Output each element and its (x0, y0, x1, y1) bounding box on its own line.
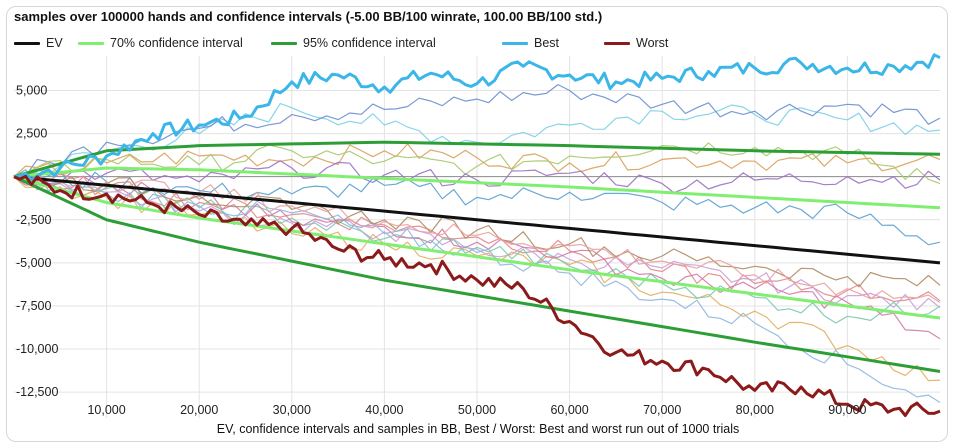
y-tick-label: -2,500 (16, 213, 51, 227)
ci70-lower-line (13, 175, 941, 320)
legend-swatch-70-ci (78, 41, 104, 45)
x-axis-caption: EV, confidence intervals and samples in … (216, 422, 740, 436)
y-tick-label: -12,500 (16, 385, 58, 399)
legend-item-70-ci: 70% confidence interval (78, 36, 243, 50)
sample-run-line (13, 172, 941, 404)
legend-swatch-ev (14, 41, 40, 45)
x-tick-label: 90,000 (828, 403, 866, 417)
best-run-line (13, 53, 941, 181)
x-tick-label: 80,000 (736, 403, 774, 417)
x-tick-label: 30,000 (273, 403, 311, 417)
sample-run-line (13, 103, 941, 178)
x-tick-label: 50,000 (458, 403, 496, 417)
legend-label-95-ci: 95% confidence interval (303, 36, 436, 50)
x-tick-label: 60,000 (550, 403, 588, 417)
ev-line (13, 175, 941, 265)
sample-run-line (13, 173, 941, 304)
legend-label-70-ci: 70% confidence interval (110, 36, 243, 50)
x-tick-label: 10,000 (87, 403, 125, 417)
y-tick-label: -10,000 (16, 342, 58, 356)
legend-item-95-ci: 95% confidence interval (271, 36, 436, 50)
sample-run-line (13, 84, 941, 178)
sample-run-line (13, 160, 941, 194)
legend-label-worst: Worst (636, 36, 669, 50)
x-tick-label: 40,000 (365, 403, 403, 417)
legend-item-worst: Worst (604, 36, 668, 50)
ci70-upper-line (13, 166, 941, 210)
grid-lines (14, 56, 940, 418)
tick-labels: 10,000 20,000 30,000 40,000 50,000 60,000 70,0… (16, 83, 867, 417)
chart-title: samples over 100000 hands and confidence… (14, 9, 603, 24)
x-tick-label: 70,000 (643, 403, 681, 417)
y-tick-label: 2,500 (16, 127, 47, 141)
sample-run-line (13, 143, 941, 178)
y-tick-label: -7,500 (16, 299, 51, 313)
main-series (13, 53, 941, 417)
y-tick-label: 5,000 (16, 83, 47, 97)
worst-run-line (13, 174, 941, 417)
y-tick-label: -5,000 (16, 256, 51, 270)
x-tick-label: 20,000 (180, 403, 218, 417)
legend-swatch-95-ci (271, 41, 297, 45)
legend-swatch-worst (604, 41, 630, 45)
legend-label-ev: EV (46, 36, 63, 50)
legend-swatch-best (502, 41, 528, 45)
legend-item-ev: EV (14, 36, 63, 50)
ci95-upper-line (13, 140, 941, 179)
ci95-lower-line (13, 175, 941, 373)
legend-item-best: Best (502, 36, 559, 50)
legend-label-best: Best (534, 36, 560, 50)
